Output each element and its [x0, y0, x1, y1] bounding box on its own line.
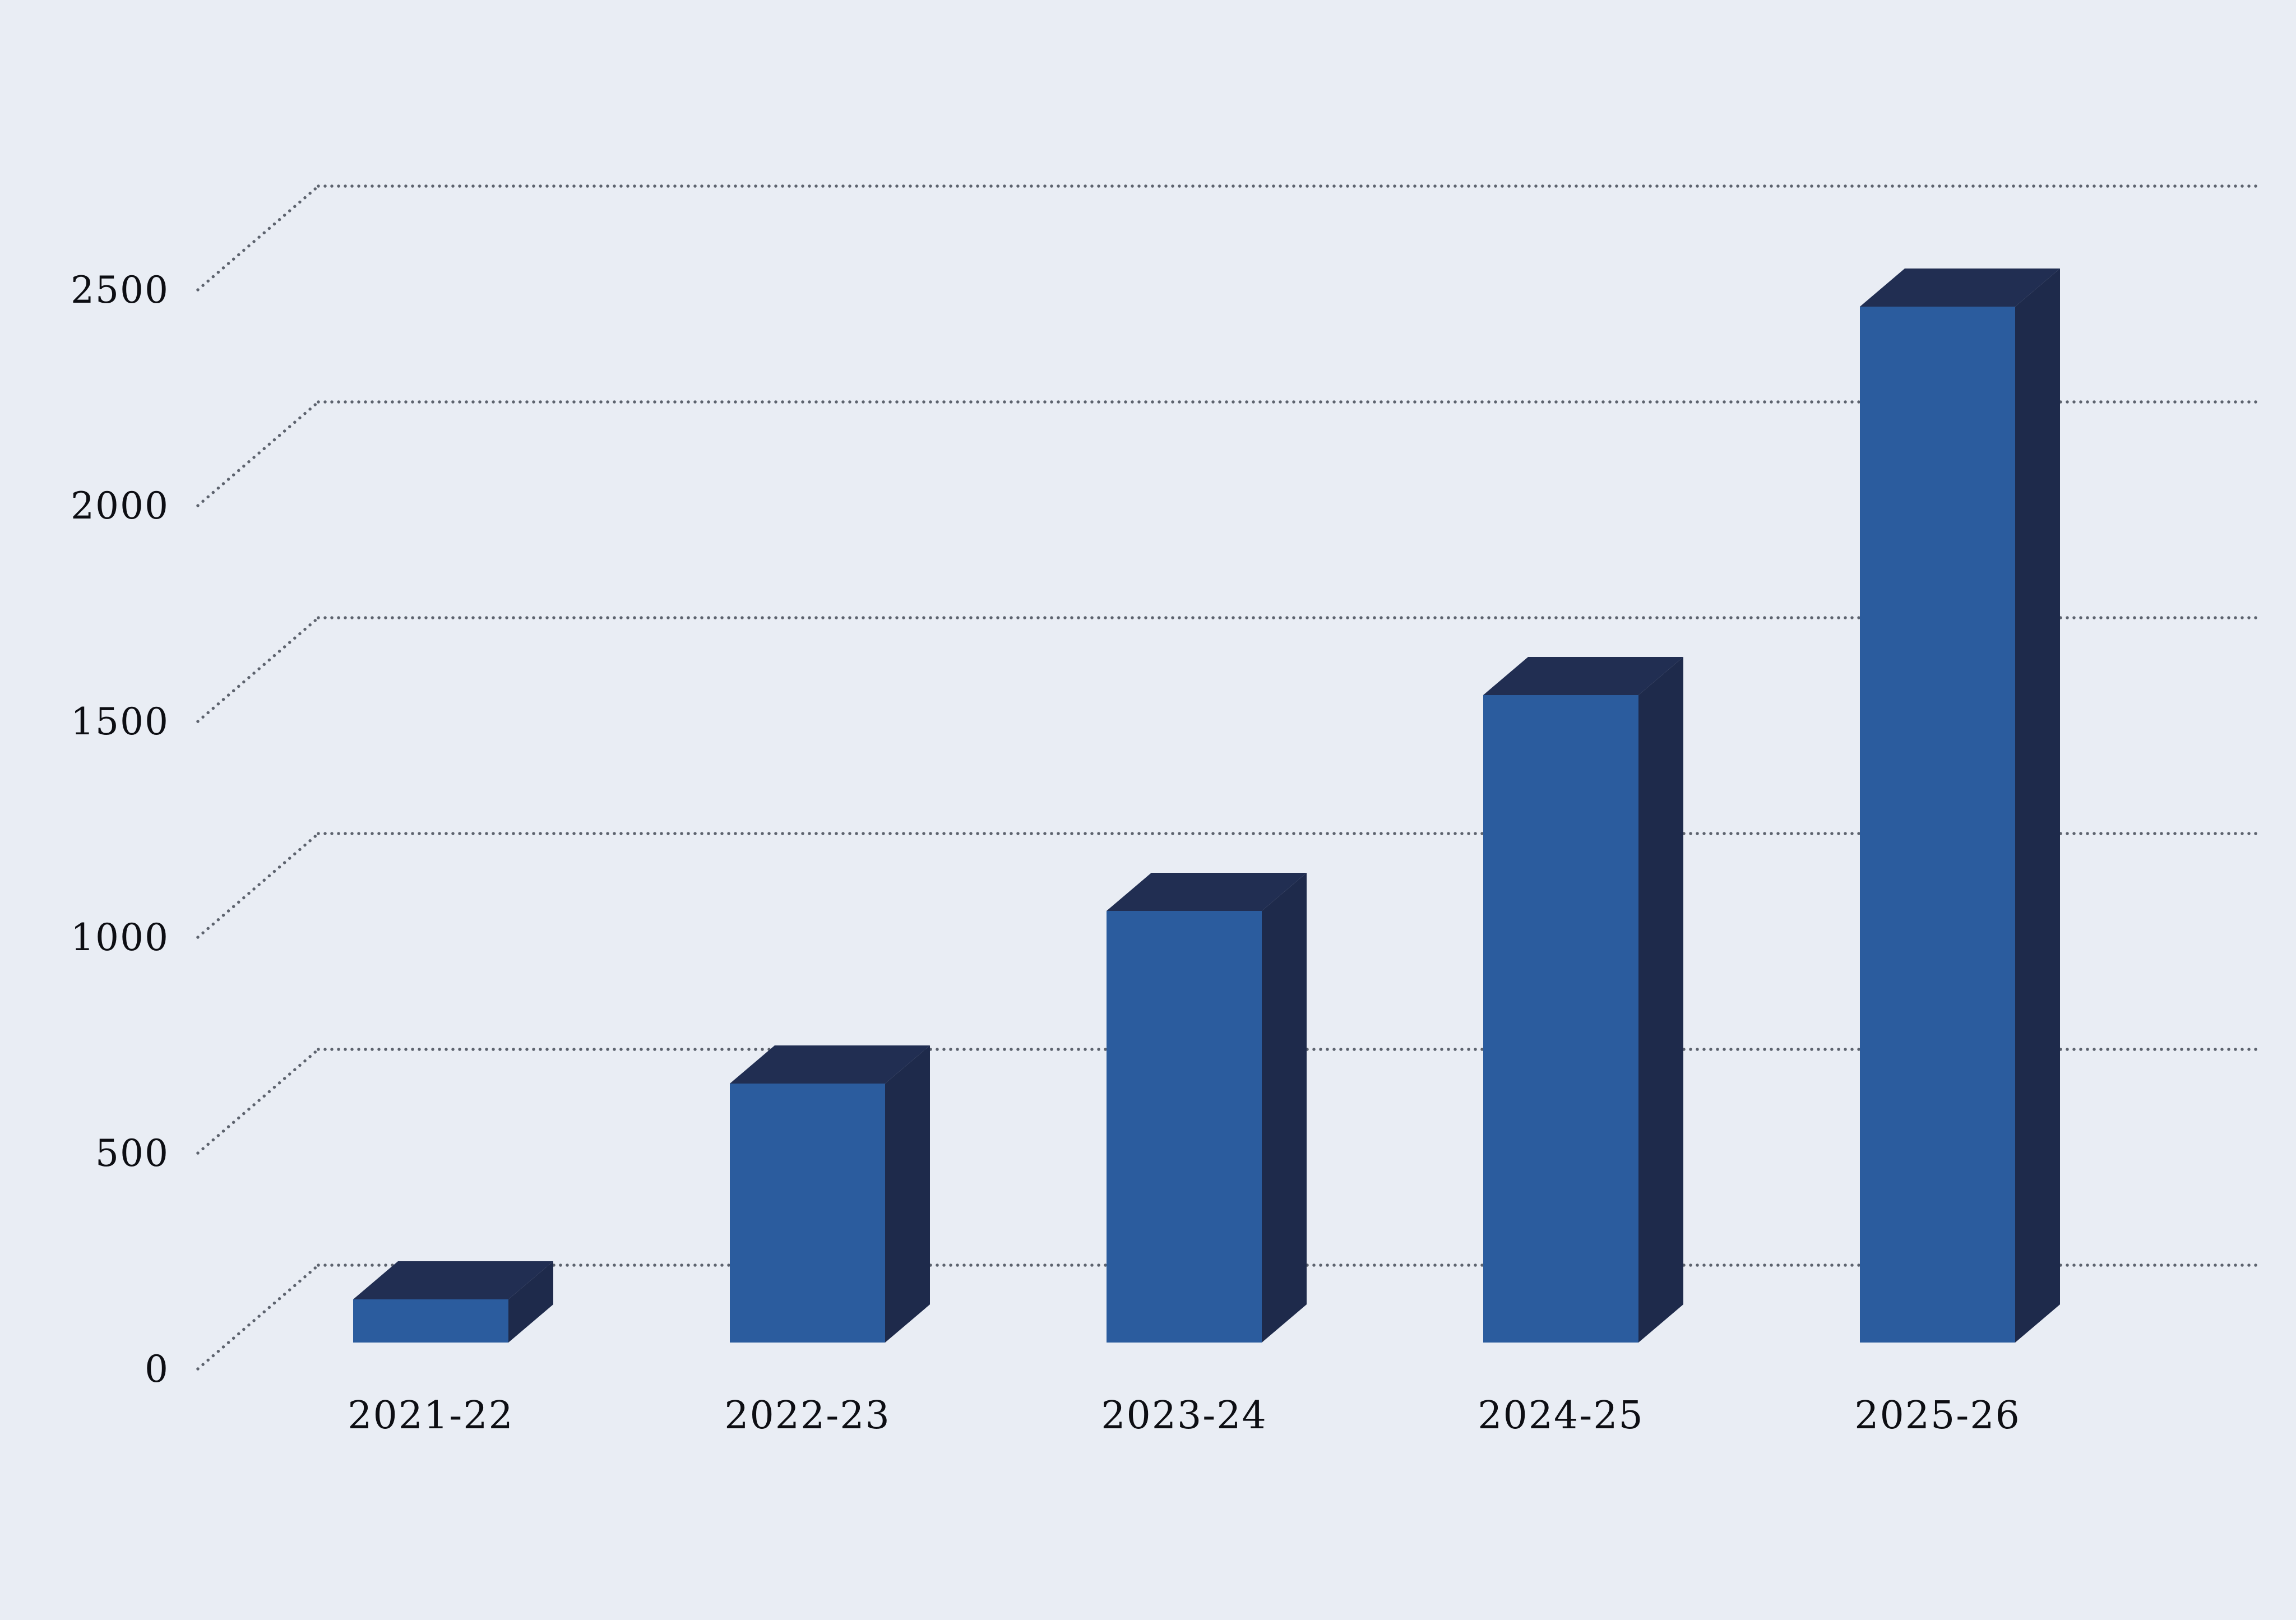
x-tick-label: 2021-22 [348, 1394, 514, 1438]
bar-top-face [1107, 873, 1307, 911]
bar-front-face [730, 1084, 885, 1343]
y-tick-label: 500 [95, 1132, 169, 1175]
gridline-diagonal [196, 1048, 320, 1155]
bar-2022-23 [730, 1045, 930, 1343]
x-axis-labels: 2021-22 2022-23 2023-24 2024-25 2025-26 [348, 1394, 2021, 1438]
y-tick-label: 1000 [71, 916, 169, 959]
bar-top-face [1860, 269, 2060, 307]
bar-front-face [1483, 695, 1638, 1343]
y-axis-labels: 0 500 1000 1500 2000 2500 [71, 269, 169, 1391]
bars-layer [353, 269, 2060, 1343]
bar-2025-26 [1860, 269, 2060, 1343]
bar-side-face [885, 1045, 930, 1343]
gridline-diagonal [196, 616, 320, 723]
bar-front-face [1107, 911, 1262, 1343]
bar-top-face [353, 1261, 553, 1299]
bar-top-face [1483, 657, 1683, 695]
gridline-diagonal [196, 1263, 320, 1371]
bar-2021-22 [353, 1261, 553, 1343]
y-tick-label: 1500 [71, 700, 169, 743]
bar-side-face [1638, 657, 1683, 1343]
x-tick-label: 2023-24 [1101, 1394, 1267, 1438]
bar-front-face [353, 1299, 508, 1343]
y-tick-label: 0 [145, 1348, 169, 1391]
bar-side-face [508, 1261, 553, 1343]
bar-front-face [1860, 307, 2015, 1343]
x-tick-label: 2024-25 [1478, 1394, 1644, 1438]
bar-2023-24 [1107, 873, 1307, 1343]
gridline-diagonal [196, 184, 320, 291]
gridline-diagonal [196, 832, 320, 939]
y-tick-label: 2500 [71, 269, 169, 312]
bar-top-face [730, 1045, 930, 1084]
bar-side-face [1262, 873, 1307, 1343]
gridline-diagonal [196, 400, 320, 507]
bar-2024-25 [1483, 657, 1683, 1343]
x-tick-label: 2022-23 [724, 1394, 891, 1438]
x-tick-label: 2025-26 [1854, 1394, 2021, 1438]
bar-side-face [2015, 269, 2060, 1343]
y-tick-label: 2000 [71, 484, 169, 527]
